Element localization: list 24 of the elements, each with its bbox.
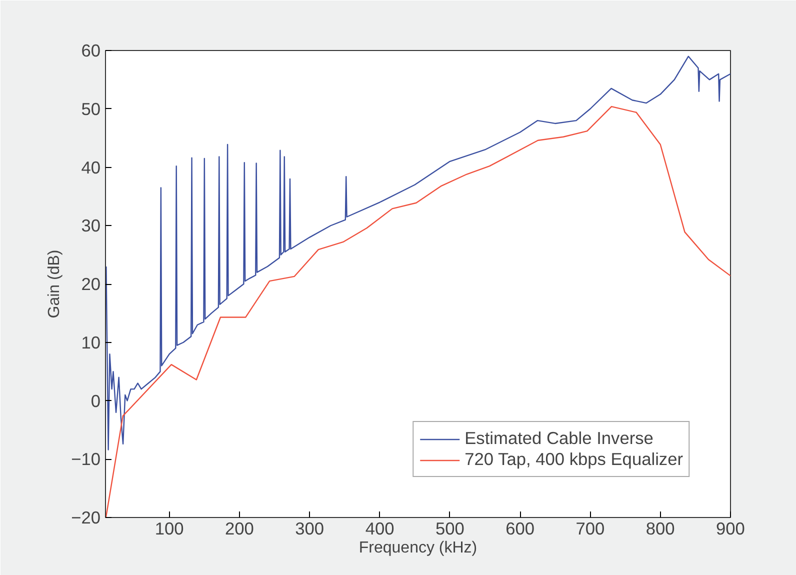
legend-label: Estimated Cable Inverse [464,428,654,449]
y-tick-label: 40 [81,157,101,178]
x-tick-label: 700 [576,518,605,538]
y-axis-title: Gain (dB) [46,250,64,318]
y-tick-label: 0 [90,390,101,411]
y-tick-label: 50 [81,98,101,119]
y-tick-label: 20 [81,274,101,294]
x-tick-label: 600 [506,518,535,538]
line-series [106,56,730,450]
x-tick-label: 300 [295,518,324,538]
x-axis-title: Frequency (kHz) [358,540,478,556]
x-tick-label: 200 [225,518,254,538]
x-tick-label: 800 [646,518,675,538]
x-tick-label: 500 [435,518,464,538]
y-tick-label: 60 [81,40,101,60]
y-tick-label: 10 [81,332,101,352]
x-tick-label: 100 [154,518,184,538]
y-tick-label: −10 [71,449,101,470]
y-tick-label: 30 [81,216,101,236]
legend-label: 720 Tap, 400 kbps Equalizer [464,449,683,470]
x-tick-label: 400 [365,518,394,538]
x-tick-label: 900 [716,518,745,538]
line-series [106,106,730,518]
y-tick-label: −20 [71,508,101,528]
